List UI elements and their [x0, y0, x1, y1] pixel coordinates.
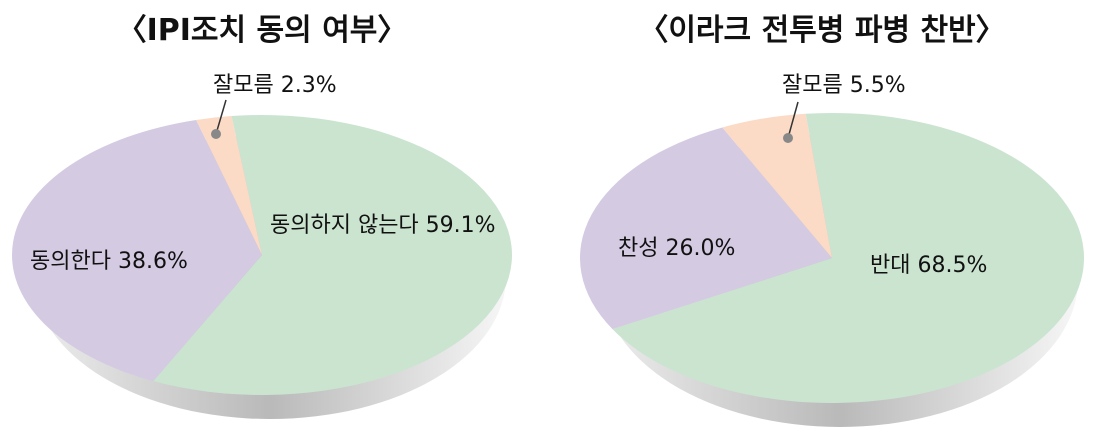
leader-dot-2 — [783, 133, 793, 143]
pie-slice-2-1 — [580, 127, 832, 330]
slice-label-1-0: 동의하지 않는다 59.1% — [270, 213, 496, 238]
leader-line-1 — [215, 99, 227, 135]
slice-label-2-0: 반대 68.5% — [870, 253, 987, 278]
chart-title-1: 〈IPI조치 동의 여부〉 — [117, 13, 408, 48]
slice-label-2-1: 찬성 26.0% — [618, 236, 735, 261]
pie-chart-2 — [580, 113, 1084, 427]
leader-dot-1 — [211, 129, 221, 139]
slice-label-1-1: 동의한다 38.6% — [30, 249, 188, 274]
pie-slice-2-0 — [612, 113, 1084, 404]
pie-slice-2-2 — [722, 113, 832, 258]
leader-line-2 — [787, 101, 799, 139]
pie-slice-1-1 — [12, 119, 262, 382]
slice-label-1-2: 잘모름 2.3% — [213, 73, 337, 98]
pie-slice-1-2 — [196, 116, 262, 255]
slice-label-2-2: 잘모름 5.5% — [782, 73, 906, 98]
chart-title-2: 〈이라크 전투병 파병 찬반〉 — [638, 13, 1005, 48]
pie-chart-1 — [12, 115, 513, 419]
pie-slice-1-0 — [153, 115, 513, 395]
